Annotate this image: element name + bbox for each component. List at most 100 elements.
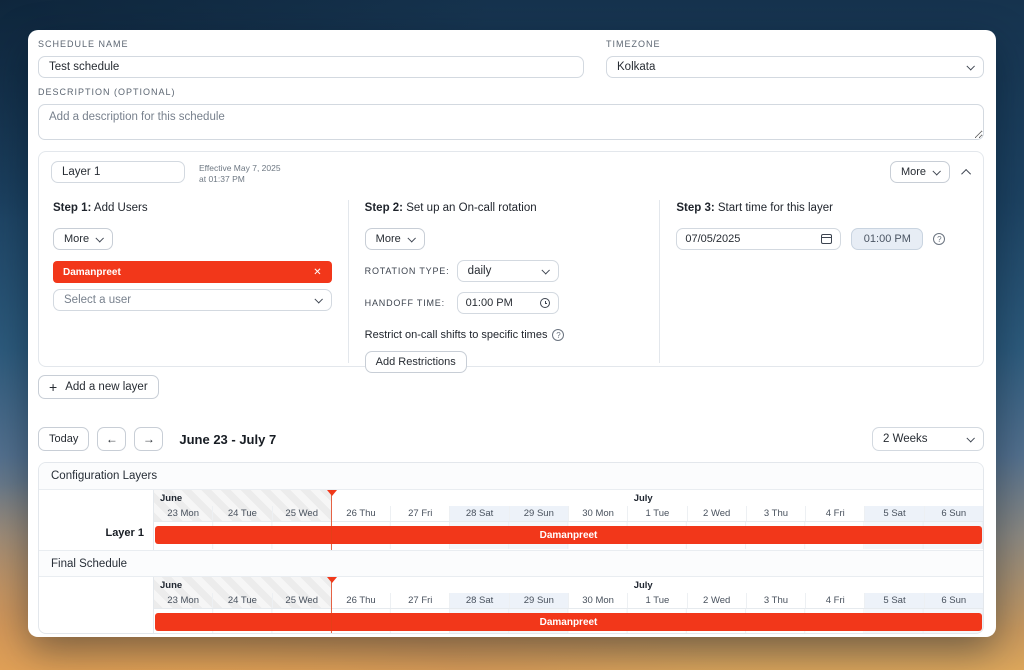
restrict-shifts-text: Restrict on-call shifts to specific time… (365, 329, 644, 342)
user-select-placeholder: Select a user (64, 294, 132, 307)
layer-more-button[interactable]: More (889, 161, 950, 183)
step3-title: Step 3: Start time for this layer (676, 202, 833, 215)
next-week-button[interactable]: → (134, 427, 164, 451)
chevron-down-icon (407, 234, 416, 243)
arrow-right-icon: → (142, 432, 155, 446)
clock-icon (539, 298, 550, 309)
zoom-range-select[interactable]: 2 Weeks (872, 427, 984, 451)
day-header-cell: 1 Tue (627, 506, 686, 521)
day-header-cell: 29 Sun (508, 593, 568, 608)
day-header-cell: 30 Mon (567, 593, 627, 608)
layer-editor: Effective May 7, 2025 at 01:37 PM More S… (38, 151, 984, 374)
plus-icon: + (49, 378, 58, 395)
chevron-down-icon (95, 234, 105, 243)
user-chip-label: Damanpreet (63, 266, 121, 278)
rotation-type-select[interactable]: daily (456, 260, 559, 283)
past-time-hatch (154, 577, 332, 609)
today-button[interactable]: Today (38, 427, 90, 451)
collapse-layer-icon[interactable] (961, 168, 972, 179)
chevron-down-icon (966, 62, 975, 71)
schedule-name-label: SCHEDULE NAME (38, 39, 129, 49)
restrict-help-icon[interactable]: ? (552, 329, 565, 342)
day-header-cell: 28 Sat (449, 506, 509, 521)
schedule-timeline-card: Configuration Layers Layer 1 June July 2… (38, 462, 984, 634)
user-chip[interactable]: Damanpreet ✕ (53, 261, 332, 284)
chevron-down-icon (932, 167, 941, 176)
layer-effective-date: Effective May 7, 2025 at 01:37 PM (199, 163, 281, 185)
start-date-input[interactable]: 07/05/2025 (676, 228, 842, 251)
day-header-cell: 24 Tue (212, 593, 271, 608)
step2-title: Step 2: Set up an On-call rotation (364, 202, 537, 215)
add-restrictions-button[interactable]: Add Restrictions (364, 351, 467, 374)
past-time-hatch (154, 490, 332, 522)
day-header-cell: 23 Mon (167, 595, 199, 606)
chevron-down-icon (541, 266, 550, 275)
step-start-time: Step 3: Start time for this layer 07/05/… (659, 200, 971, 364)
day-header-cell: 3 Thu (745, 506, 805, 521)
day-header-cell: 25 Wed (271, 593, 331, 608)
day-header-cell: 30 Mon (567, 506, 627, 521)
step1-more-button[interactable]: More (53, 228, 114, 251)
step-rotation: Step 2: Set up an On-call rotation More … (347, 200, 660, 374)
timeline-configuration-layers: Layer 1 June July 23 Mon 24 Tue 25 Wed 26 T… (39, 490, 983, 550)
date-range-label: June 23 - July 7 (179, 431, 277, 447)
month-label: June (160, 580, 183, 591)
timezone-value: Kolkata (617, 61, 656, 73)
day-header-row: 23 Mon 24 Tue 25 Wed 26 Thu 27 Fri 28 Sat 29 S… (154, 506, 983, 522)
shift-bar[interactable]: Damanpreet (155, 613, 982, 631)
timezone-select[interactable]: Kolkata (606, 56, 984, 78)
day-header-cell: 2 Wed (686, 593, 746, 608)
day-header-cell: 25 Wed (271, 506, 331, 521)
day-header-cell: 27 Fri (390, 593, 449, 608)
day-header-row: 23 Mon 24 Tue 25 Wed 26 Thu 27 Fri 28 Sat 29 S… (154, 593, 983, 609)
layer-row-label: Layer 1 (105, 527, 144, 539)
layer-steps: Step 1: Add Users More Damanpreet ✕ Sele… (51, 200, 971, 374)
section-header-final-schedule: Final Schedule (39, 550, 983, 577)
prev-week-button[interactable]: ← (97, 427, 127, 451)
day-header-cell: 3 Thu (745, 593, 805, 608)
description-label: DESCRIPTION (OPTIONAL) (38, 87, 176, 97)
day-header-cell: 6 Sun (923, 506, 983, 521)
user-select[interactable]: Select a user (53, 289, 332, 312)
month-label: July (633, 580, 653, 591)
add-layer-button[interactable]: + Add a new layer (38, 375, 159, 399)
handoff-time-input[interactable]: 01:00 PM (456, 292, 559, 315)
section-header-configuration-layers: Configuration Layers (39, 463, 983, 490)
step1-title: Step 1: Add Users (53, 202, 148, 215)
timezone-label: TIMEZONE (606, 39, 661, 49)
day-header-cell: 29 Sun (508, 506, 568, 521)
remove-user-icon[interactable]: ✕ (313, 266, 322, 278)
handoff-time-label: HANDOFF TIME: (364, 298, 445, 309)
day-header-cell: 6 Sun (923, 593, 983, 608)
schedule-name-input[interactable] (38, 56, 584, 78)
shift-bar[interactable]: Damanpreet (155, 526, 982, 544)
arrow-left-icon: ← (105, 432, 118, 446)
timeline-final-schedule: June July 23 Mon 24 Tue 25 Wed 26 Thu 27 Fri… (39, 577, 983, 633)
name-timezone-row: SCHEDULE NAME TIMEZONE Kolkata (38, 39, 984, 78)
step2-more-button[interactable]: More (364, 228, 425, 251)
day-header-cell: 28 Sat (449, 593, 509, 608)
chevron-down-icon (966, 434, 975, 443)
calendar-icon (821, 234, 833, 245)
layer-name-input[interactable] (51, 161, 185, 183)
rotation-type-label: ROTATION TYPE: (364, 266, 450, 277)
month-label: July (633, 493, 653, 504)
day-header-cell: 5 Sat (864, 593, 924, 608)
day-header-cell: 26 Thu (330, 506, 390, 521)
start-time-help-icon[interactable]: ? (933, 233, 946, 246)
start-time-input: 01:00 PM (851, 228, 924, 251)
description-textarea[interactable] (38, 104, 984, 140)
day-header-cell: 5 Sat (864, 506, 924, 521)
month-label: June (160, 493, 183, 504)
day-header-cell: 27 Fri (390, 506, 449, 521)
day-header-cell: 24 Tue (212, 506, 271, 521)
step-add-users: Step 1: Add Users More Damanpreet ✕ Sele… (51, 200, 348, 363)
day-header-cell: 4 Fri (805, 506, 864, 521)
chevron-down-icon (314, 295, 323, 304)
day-header-cell: 2 Wed (686, 506, 746, 521)
day-header-cell: 4 Fri (805, 593, 864, 608)
calendar-toolbar: Today ← → June 23 - July 7 2 Weeks (38, 427, 984, 451)
day-header-cell: 1 Tue (627, 593, 686, 608)
schedule-editor-card: SCHEDULE NAME TIMEZONE Kolkata DESCRIPTI… (28, 30, 996, 637)
